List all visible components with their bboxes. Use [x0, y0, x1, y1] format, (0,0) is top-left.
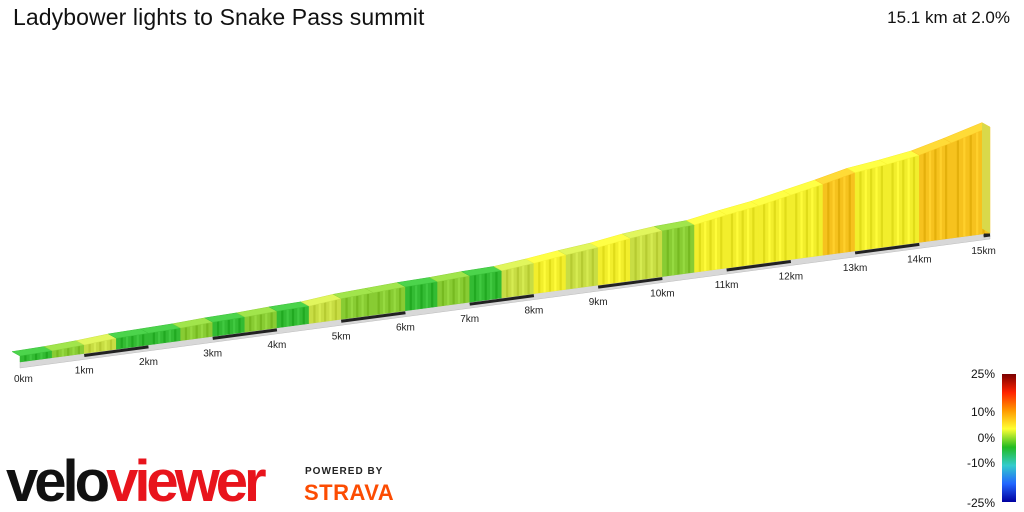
x-tick-label: 7km	[460, 314, 479, 325]
powered-by-label: POWERED BY	[305, 466, 384, 477]
km-ruler-band	[84, 345, 149, 357]
elevation-profile: 0km 1km 2km 3km 4km 5km 6km 7km 8km 9km 10km 11km 12…	[11, 122, 996, 385]
km-ruler-band	[212, 328, 278, 340]
x-tick-label: 6km	[396, 323, 415, 334]
km-ruler	[84, 233, 991, 357]
profile-end-cap	[982, 122, 990, 233]
legend-label-minus10: -10%	[966, 456, 995, 470]
km-ruler-band	[854, 242, 920, 255]
x-tick-label: 3km	[203, 348, 222, 359]
x-tick-label: 1km	[75, 365, 94, 376]
x-tick-label: 5km	[332, 331, 351, 342]
x-tick-label: 15km	[971, 246, 995, 257]
x-tick-label: 12km	[779, 271, 803, 282]
x-tick-label: 4km	[268, 340, 287, 351]
svg-text:veloviewer: veloviewer	[6, 449, 266, 510]
legend-label-minus25: -25%	[966, 496, 995, 510]
x-tick-label: 9km	[589, 297, 608, 308]
km-ruler-band	[340, 311, 406, 323]
gradient-colour-scale	[1002, 374, 1016, 502]
legend-label-25: 25%	[970, 367, 995, 381]
x-tick-label: 2km	[139, 357, 158, 368]
km-ruler-band	[726, 259, 792, 272]
km-ruler-band	[597, 277, 663, 289]
x-tick-label: 14km	[907, 254, 931, 265]
strava-logo: STRAVA	[304, 480, 394, 505]
svg-text:STRAVA: STRAVA	[304, 480, 394, 505]
x-tick-label: 8km	[524, 306, 543, 317]
profile-top-edge	[11, 122, 991, 357]
legend-label-10: 10%	[970, 405, 995, 419]
chart-title: Ladybower lights to Snake Pass summit	[13, 4, 425, 30]
route-stats: 15.1 km at 2.0%	[887, 8, 1010, 27]
legend-label-0: 0%	[977, 431, 995, 445]
x-tick-label: 0km	[14, 374, 33, 385]
x-tick-label: 11km	[715, 280, 739, 291]
x-tick-label: 10km	[650, 289, 674, 300]
x-tick-label: 13km	[843, 263, 867, 274]
km-ruler-band	[469, 294, 535, 306]
veloviewer-logo: veloviewer	[6, 449, 270, 510]
profile-segments	[19, 126, 991, 363]
